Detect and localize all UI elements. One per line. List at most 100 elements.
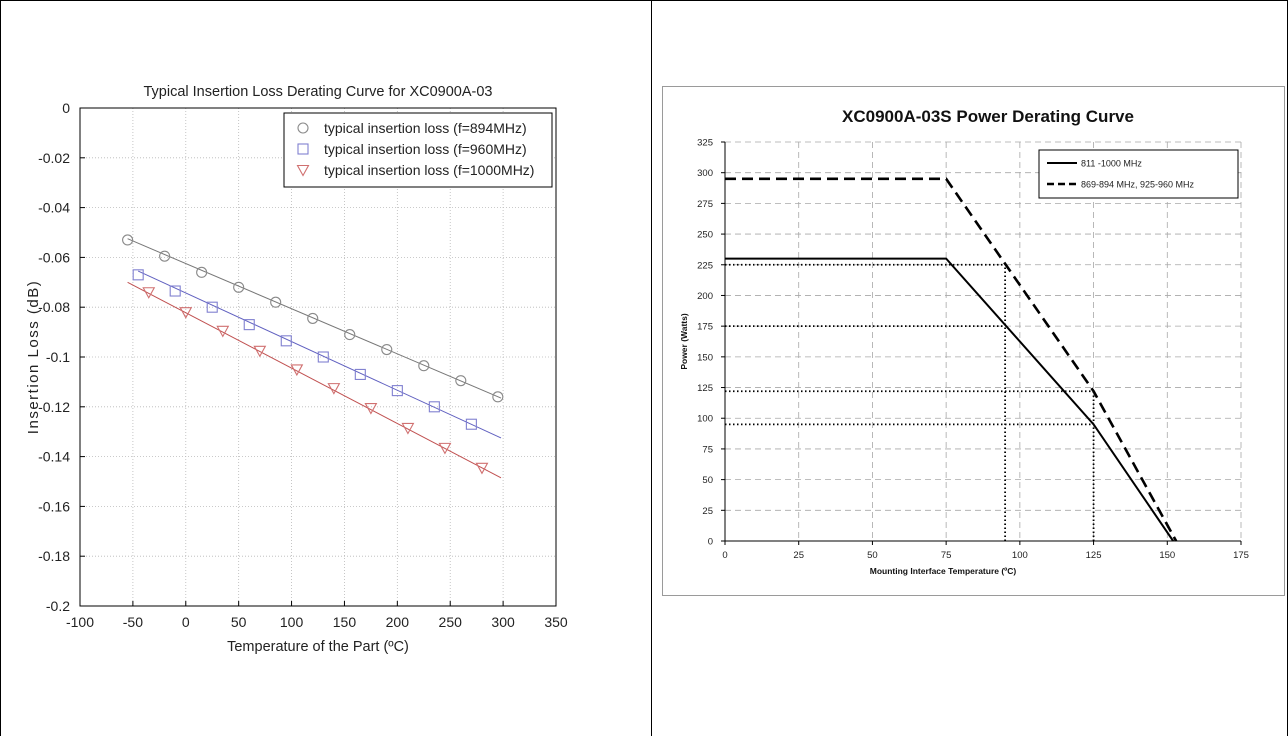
data-point bbox=[179, 307, 193, 319]
legend-label: typical insertion loss (f=894MHz) bbox=[324, 120, 527, 136]
x-tick-label: 50 bbox=[867, 550, 878, 561]
legend-label: 811 -1000 MHz bbox=[1081, 159, 1142, 169]
y-tick-label: 200 bbox=[697, 291, 713, 302]
x-tick-label: 125 bbox=[1086, 550, 1102, 561]
x-tick-label: 100 bbox=[1012, 550, 1028, 561]
x-tick-label: 0 bbox=[722, 550, 727, 561]
legend-label: typical insertion loss (f=1000MHz) bbox=[324, 162, 534, 178]
data-point bbox=[344, 329, 356, 341]
data-point bbox=[307, 312, 319, 324]
y-tick-label: -0.2 bbox=[46, 598, 70, 614]
insertion-loss-chart: -100 -50 0 50 100 150 200 250 300 350 0 -0.02 -0.04 -… bbox=[25, 84, 568, 655]
data-point bbox=[169, 285, 181, 297]
data-point bbox=[280, 335, 292, 347]
y-tick-label: -0.06 bbox=[38, 249, 70, 265]
data-point bbox=[122, 234, 134, 246]
data-point bbox=[438, 442, 452, 455]
data-point bbox=[327, 383, 341, 395]
data-point bbox=[297, 122, 309, 134]
legend-item: typical insertion loss (f=894MHz) bbox=[297, 120, 527, 136]
data-point bbox=[253, 345, 267, 358]
data-point bbox=[290, 364, 304, 377]
y-tick-labels: 0 25 50 75 100 125 150 175 200 225 250 275 300 325 bbox=[697, 138, 725, 548]
legend-label: 869-894 MHz, 925-960 MHz bbox=[1081, 180, 1195, 190]
series-1 bbox=[122, 234, 504, 403]
y-tick-label: -0.16 bbox=[38, 498, 70, 514]
data-point bbox=[132, 269, 144, 281]
y-tick-label: 125 bbox=[697, 383, 713, 394]
y-tick-label: -0.02 bbox=[38, 150, 70, 166]
x-tick-labels: -100 -50 0 50 100 150 200 250 300 350 bbox=[66, 601, 568, 630]
x-tick-label: 250 bbox=[439, 614, 463, 630]
legend-box bbox=[283, 112, 553, 188]
y-tick-label: 150 bbox=[697, 352, 713, 363]
table-border-middle bbox=[651, 0, 652, 736]
x-axis-label: Mounting Interface Temperature (ºC) bbox=[870, 566, 1017, 576]
y-tick-label: -0.1 bbox=[46, 349, 70, 365]
legend-label: typical insertion loss (f=960MHz) bbox=[324, 141, 527, 157]
x-tick-label: 300 bbox=[491, 614, 515, 630]
series-fit-line bbox=[127, 281, 502, 479]
x-tick-label: 0 bbox=[182, 614, 190, 630]
data-point bbox=[243, 319, 255, 331]
data-point bbox=[296, 164, 310, 177]
y-tick-label: 0 bbox=[62, 100, 70, 116]
data-point bbox=[297, 143, 309, 155]
y-tick-label: -0.04 bbox=[38, 200, 70, 216]
data-point bbox=[270, 296, 282, 308]
y-tick-label: -0.18 bbox=[38, 548, 70, 564]
y-axis-label: Power (Watts) bbox=[679, 313, 689, 370]
x-gridlines bbox=[798, 142, 1242, 541]
insertion-loss-chart-cell: -100 -50 0 50 100 150 200 250 300 350 0 -0.02 -0.04 -… bbox=[10, 70, 640, 690]
y-tick-label: 325 bbox=[697, 138, 713, 149]
x-tick-label: 50 bbox=[231, 614, 247, 630]
x-tick-labels: 0 25 50 75 100 125 150 175 bbox=[722, 541, 1249, 561]
data-point bbox=[492, 391, 504, 403]
data-point bbox=[159, 250, 171, 262]
y-tick-label: -0.08 bbox=[38, 299, 70, 315]
y-tick-label: 100 bbox=[697, 414, 713, 425]
y-tick-labels: 0 -0.02 -0.04 -0.06 -0.08 -0.1 -0.12 -0.14 -0.16… bbox=[38, 100, 85, 614]
data-point bbox=[196, 266, 208, 278]
x-tick-label: 200 bbox=[386, 614, 410, 630]
legend: 811 -1000 MHz 869-894 MHz, 925-960 MHz bbox=[1038, 149, 1239, 199]
x-tick-label: -100 bbox=[66, 614, 94, 630]
series-line-1 bbox=[725, 257, 1175, 542]
power-derating-chart-cell: 0 25 50 75 100 125 150 175 0 25 50 75 100 125 150 175 20… bbox=[662, 86, 1286, 596]
legend-box bbox=[1038, 149, 1239, 199]
x-axis-label: Temperature of the Part (ºC) bbox=[227, 639, 409, 655]
data-point bbox=[206, 301, 218, 313]
data-point bbox=[475, 462, 489, 475]
data-point bbox=[142, 287, 156, 299]
x-tick-label: 75 bbox=[941, 550, 952, 561]
data-point bbox=[317, 351, 329, 363]
legend-item: typical insertion loss (f=960MHz) bbox=[297, 141, 527, 157]
y-tick-label: 300 bbox=[697, 168, 713, 179]
data-point bbox=[455, 375, 467, 387]
series-2 bbox=[132, 269, 502, 439]
legend: typical insertion loss (f=894MHz) typical… bbox=[283, 112, 553, 188]
y-tick-label: 275 bbox=[697, 199, 713, 210]
x-tick-label: 100 bbox=[280, 614, 304, 630]
y-tick-label: 175 bbox=[697, 322, 713, 333]
y-tick-label: 225 bbox=[697, 260, 713, 271]
series-fit-line bbox=[127, 238, 502, 399]
legend-item: 869-894 MHz, 925-960 MHz bbox=[1047, 180, 1195, 190]
data-point bbox=[354, 368, 366, 380]
data-point bbox=[364, 402, 378, 415]
power-derating-chart: 0 25 50 75 100 125 150 175 0 25 50 75 100 125 150 175 20… bbox=[662, 86, 1285, 596]
legend-item: typical insertion loss (f=1000MHz) bbox=[296, 162, 534, 178]
y-tick-label: 0 bbox=[708, 537, 713, 548]
data-point bbox=[381, 343, 393, 356]
y-tick-label: -0.12 bbox=[38, 399, 70, 415]
x-tick-label: 175 bbox=[1233, 550, 1249, 561]
chart-title: XC0900A-03S Power Derating Curve bbox=[842, 107, 1134, 126]
series-fit-line bbox=[137, 270, 502, 439]
reference-lines bbox=[725, 263, 1095, 541]
x-tick-label: 25 bbox=[793, 550, 804, 561]
y-tick-label: 75 bbox=[702, 444, 713, 455]
x-tick-label: -50 bbox=[123, 614, 143, 630]
y-tick-label: 250 bbox=[697, 230, 713, 241]
legend-item: 811 -1000 MHz bbox=[1047, 159, 1142, 169]
